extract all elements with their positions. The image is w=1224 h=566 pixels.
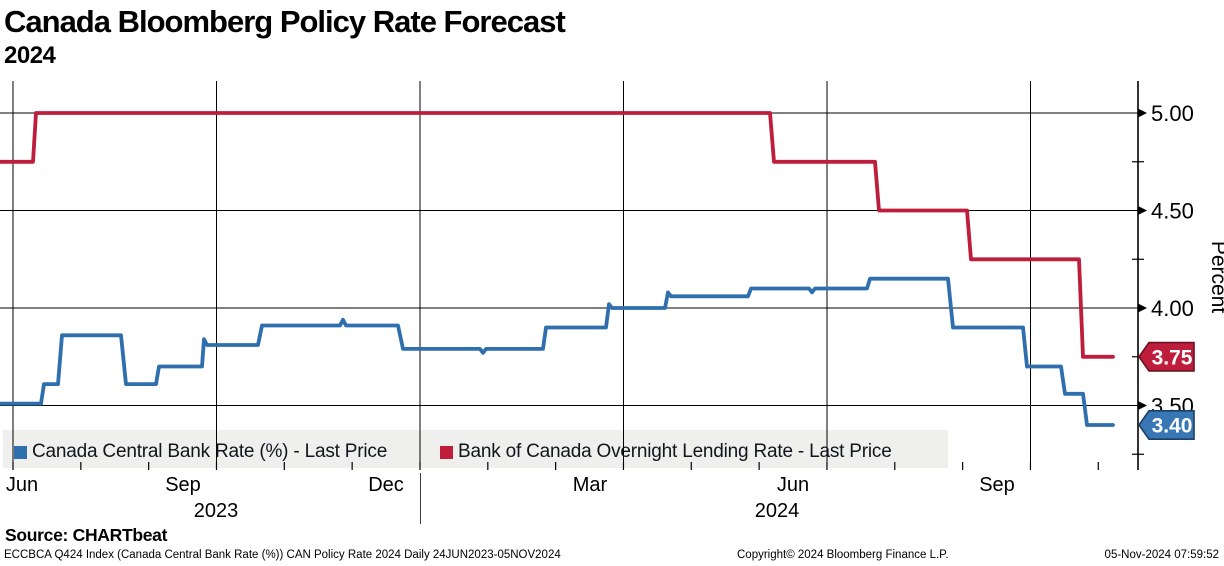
x-axis-month-label: Dec (368, 474, 404, 496)
year-divider-line (420, 473, 421, 524)
y-axis-title: Percent (1207, 241, 1224, 314)
y-tick-label: 4.50 (1151, 199, 1194, 224)
series-line (0, 276, 1115, 427)
footer-copyright: Copyright© 2024 Bloomberg Finance L.P. (737, 549, 949, 561)
legend-swatch-icon (14, 445, 27, 459)
last-price-badge-value: 3.40 (1152, 415, 1193, 438)
x-axis-month-label: Mar (572, 474, 608, 496)
x-axis-month-label: Jun (5, 474, 39, 496)
source-line: Source: CHARTbeat (5, 525, 168, 545)
x-axis-year-label: 2023 (193, 500, 239, 522)
last-price-badge (1138, 409, 1195, 441)
last-price-badge (1138, 341, 1195, 372)
legend-background (3, 430, 948, 468)
y-tick-arrow-icon (1138, 401, 1147, 410)
x-axis-year-label: 2024 (754, 500, 800, 522)
last-price-badge-value: 3.75 (1152, 346, 1193, 369)
footer-timestamp: 05-Nov-2024 07:59:52 (1104, 549, 1219, 561)
legend-entry[interactable]: Canada Central Bank Rate (%) - Last Pric… (14, 441, 387, 463)
x-axis-month-label: Sep (979, 474, 1015, 496)
y-tick-arrow-icon (1138, 303, 1147, 313)
series-line (0, 111, 1115, 359)
y-tick-arrow-icon (1138, 108, 1147, 118)
y-tick-label: 5.00 (1151, 101, 1194, 126)
legend-label: Bank of Canada Overnight Lending Rate - … (458, 441, 892, 462)
x-axis-month-label: Jun (776, 474, 810, 496)
legend-swatch-icon (440, 445, 453, 459)
footer-ticker-info: ECCBCA Q424 Index (Canada Central Bank R… (4, 549, 561, 561)
legend-label: Canada Central Bank Rate (%) - Last Pric… (32, 441, 388, 462)
y-tick-label: 4.00 (1151, 296, 1194, 321)
legend-entry[interactable]: Bank of Canada Overnight Lending Rate - … (440, 441, 892, 463)
chart-title: Canada Bloomberg Policy Rate Forecast (4, 4, 566, 39)
chart-subtitle-year: 2024 (4, 42, 56, 69)
y-tick-arrow-icon (1138, 206, 1147, 215)
x-axis-month-label: Sep (165, 474, 201, 496)
